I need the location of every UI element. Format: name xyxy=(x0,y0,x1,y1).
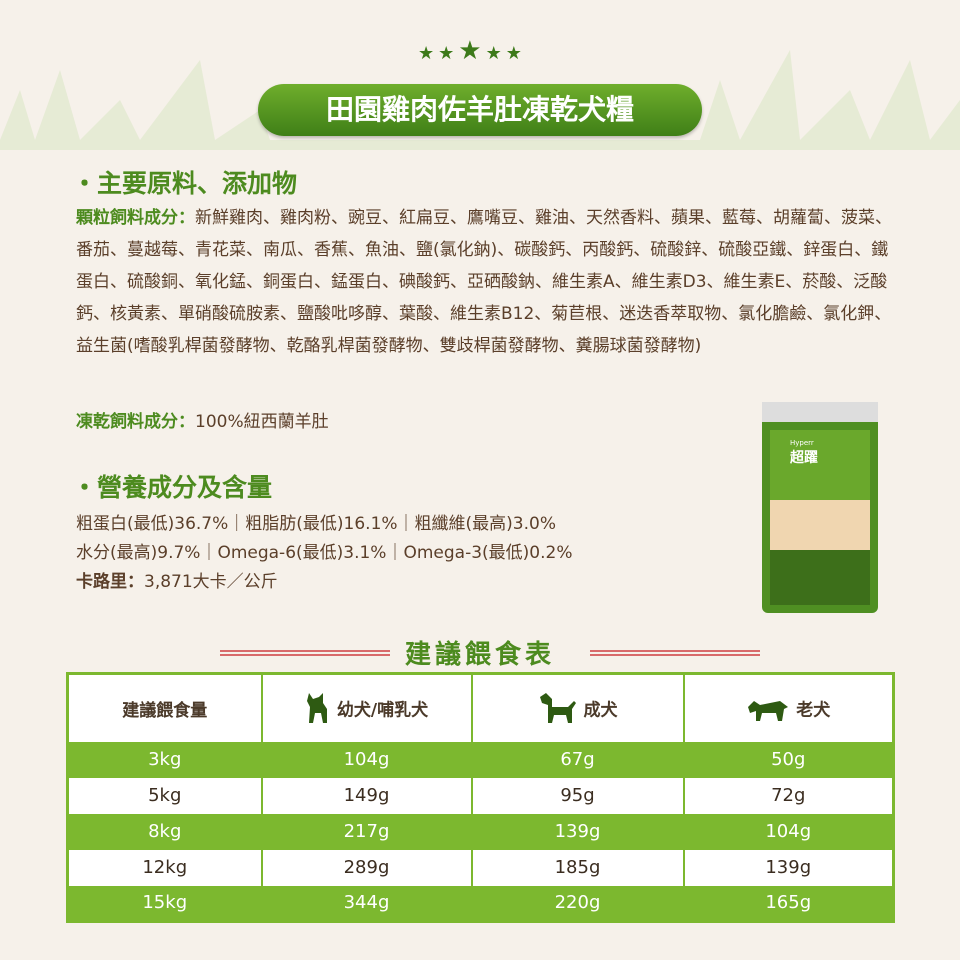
table-cell: 95g xyxy=(471,777,685,814)
table-cell: 220g xyxy=(471,885,685,922)
nutrition-line-1: 粗蛋白(最低)36.7%｜粗脂肪(最低)16.1%｜粗纖維(最高)3.0% xyxy=(76,514,556,534)
kibble-ingredients: 顆粒飼料成分：新鮮雞肉、雞肉粉、豌豆、紅扁豆、鷹嘴豆、雞油、天然香料、蘋果、藍莓… xyxy=(76,202,896,362)
table-cell: 8kg xyxy=(67,813,263,850)
table-cell: 104g xyxy=(261,741,473,778)
feeding-table: 建議餵食量 幼犬/哺乳犬 成犬 老犬 3kg 104g 67g 50g 5kg 149g 9… xyxy=(66,672,895,923)
freeze-dried-ingredients: 凍乾飼料成分：100%紐西蘭羊肚 xyxy=(76,406,896,438)
kibble-label: 顆粒飼料成分： xyxy=(76,208,195,228)
table-cell: 165g xyxy=(683,885,894,922)
table-cell: 344g xyxy=(261,885,473,922)
table-cell: 67g xyxy=(471,741,685,778)
senior-dog-icon xyxy=(748,701,789,722)
puppy-icon xyxy=(306,693,327,724)
ingredients-heading: ・主要原料、添加物 xyxy=(72,169,298,198)
kibble-text: 新鮮雞肉、雞肉粉、豌豆、紅扁豆、鷹嘴豆、雞油、天然香料、蘋果、藍莓、胡蘿蔔、菠菜… xyxy=(76,208,892,356)
nutrition-line-2: 水分(最高)9.7%｜Omega-6(最低)3.1%｜Omega-3(最低)0.… xyxy=(76,543,573,563)
fence-decoration xyxy=(220,650,390,656)
table-cell: 5kg xyxy=(67,777,263,814)
table-header-row: 建議餵食量 幼犬/哺乳犬 成犬 老犬 xyxy=(67,673,894,742)
calorie-text: 3,871大卡／公斤 xyxy=(144,572,278,592)
nutrition-info: 粗蛋白(最低)36.7%｜粗脂肪(最低)16.1%｜粗纖維(最高)3.0% 水分… xyxy=(76,510,572,597)
table-cell: 139g xyxy=(471,813,685,850)
table-row: 12kg 289g 185g 139g xyxy=(67,849,894,886)
table-cell: 185g xyxy=(471,849,685,886)
table-row: 5kg 149g 95g 72g xyxy=(67,777,894,814)
freeze-text: 100%紐西蘭羊肚 xyxy=(195,412,329,432)
product-brand: 超躍 xyxy=(789,449,818,466)
table-cell: 149g xyxy=(261,777,473,814)
header-adult: 成犬 xyxy=(471,673,685,742)
table-row: 3kg 104g 67g 50g xyxy=(67,741,894,778)
stars-icon: ★★★★★ xyxy=(418,36,526,66)
table-cell: 15kg xyxy=(67,885,263,922)
table-cell: 50g xyxy=(683,741,894,778)
table-row: 15kg 344g 220g 165g xyxy=(67,885,894,922)
table-cell: 3kg xyxy=(67,741,263,778)
table-cell: 104g xyxy=(683,813,894,850)
header-weight: 建議餵食量 xyxy=(67,673,263,742)
table-cell: 139g xyxy=(765,857,812,878)
grass-decoration xyxy=(0,50,960,150)
header-senior: 老犬 xyxy=(684,674,894,742)
table-cell: 217g xyxy=(261,813,473,850)
freeze-label: 凍乾飼料成分： xyxy=(76,412,195,432)
product-bag-image: 超躍 Hyperr xyxy=(760,400,880,615)
table-cell: 12kg xyxy=(67,849,263,886)
header-puppy: 幼犬/哺乳犬 xyxy=(261,673,473,742)
calorie-label: 卡路里： xyxy=(76,572,144,592)
nutrition-heading: ・營養成分及含量 xyxy=(72,473,273,502)
svg-text:Hyperr: Hyperr xyxy=(790,439,814,447)
table-cell: 289g xyxy=(261,849,473,886)
fence-decoration xyxy=(590,650,760,656)
feeding-table-title: 建議餵食表 xyxy=(404,640,555,670)
table-cell: 72g xyxy=(771,785,806,806)
adult-dog-icon xyxy=(539,693,576,724)
table-row: 8kg 217g 139g 104g xyxy=(67,813,894,850)
page-title: 田園雞肉佐羊肚凍乾犬糧 xyxy=(258,84,702,136)
